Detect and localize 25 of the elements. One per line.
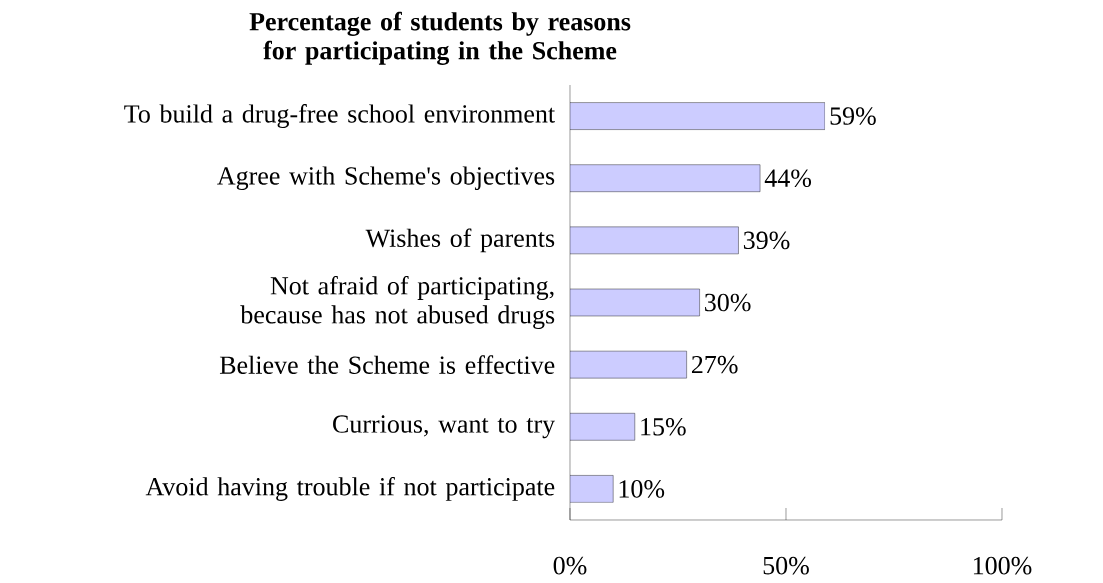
y-tick-label: Not afraid of participating, because has not abused drugs	[240, 276, 555, 329]
y-tick-label: To build a drug-free school environment	[124, 104, 555, 129]
data-label: 59%	[830, 107, 876, 125]
data-label: 15%	[641, 417, 686, 436]
bar	[570, 350, 687, 379]
bar	[570, 288, 700, 317]
data-label: 39%	[743, 231, 790, 250]
x-tick-label: 50%	[763, 556, 809, 575]
y-tick-label: Agree with Scheme's objectives	[217, 166, 555, 191]
x-tick-label: 100%	[973, 556, 1032, 575]
data-label: 30%	[705, 293, 751, 312]
bar	[570, 164, 761, 192]
y-tick-label: Avoid having trouble if not participate	[145, 476, 555, 501]
bar	[570, 226, 739, 255]
y-tick-label: Wishes of parents	[365, 228, 555, 253]
data-label: 44%	[764, 169, 812, 188]
y-tick-label: Currious, want to try	[333, 415, 556, 439]
bar	[570, 413, 635, 441]
data-label: 27%	[691, 355, 738, 374]
chart-title: Percentage of students by reasons for participating in the Scheme	[249, 11, 631, 65]
data-label: 10%	[619, 480, 665, 498]
y-tick-label: Believe the Scheme is effective	[219, 355, 555, 374]
bar	[570, 102, 826, 130]
x-tick-label: 0%	[553, 556, 587, 575]
bar	[570, 475, 614, 503]
